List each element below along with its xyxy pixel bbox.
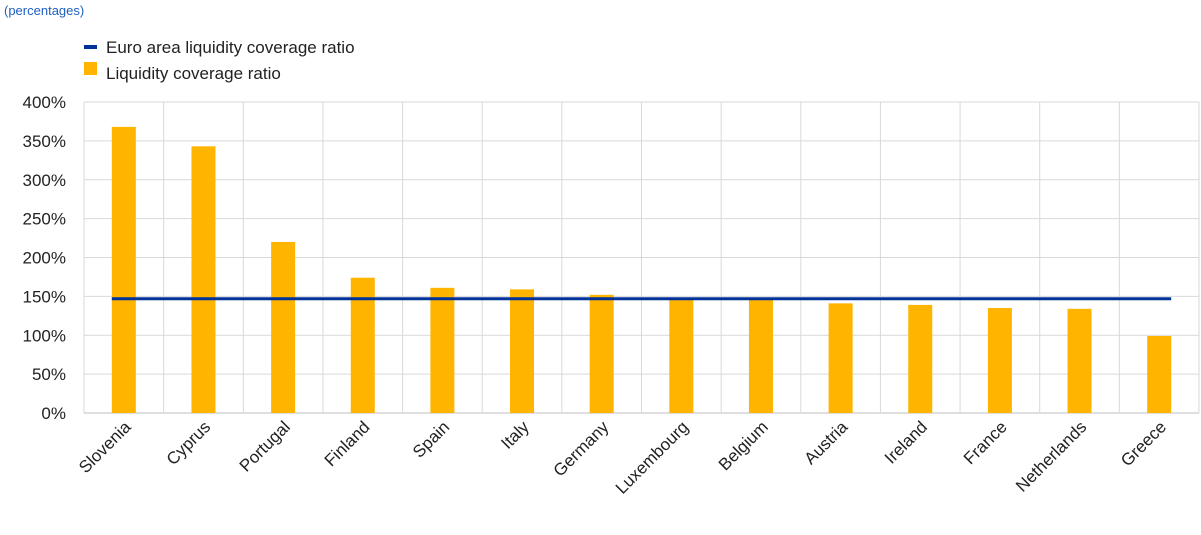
- y-tick-label: 0%: [41, 404, 66, 423]
- bar-spain: [430, 287, 455, 413]
- x-tick-label: Germany: [550, 417, 613, 480]
- legend: Euro area liquidity coverage ratio Liqui…: [84, 38, 355, 83]
- legend-bar-swatch: [84, 62, 97, 75]
- bar-italy: [510, 289, 535, 413]
- x-axis-ticks: Slovenia Cyprus Portugal Finland Spain Italy G…: [75, 417, 1170, 498]
- y-tick-label: 50%: [32, 365, 66, 384]
- legend-label-euro-area: Euro area liquidity coverage ratio: [106, 38, 355, 57]
- bar-netherlands: [1067, 308, 1092, 413]
- bar-greece: [1147, 336, 1172, 413]
- y-axis-ticks: 0% 50% 100% 150% 200% 250% 300% 350% 400%: [23, 93, 66, 423]
- grid: [83, 101, 1200, 414]
- y-tick-label: 150%: [23, 287, 66, 306]
- legend-label-lcr: Liquidity coverage ratio: [106, 64, 281, 83]
- bars: [111, 126, 1172, 413]
- y-tick-label: 350%: [23, 132, 66, 151]
- x-tick-label: Luxembourg: [612, 417, 692, 497]
- x-tick-label: Netherlands: [1012, 417, 1090, 495]
- chart-subtitle: (percentages): [4, 3, 85, 18]
- x-tick-label: Cyprus: [163, 417, 215, 469]
- x-tick-label: Austria: [801, 417, 852, 468]
- bar-belgium: [748, 299, 773, 413]
- x-tick-label: Finland: [321, 417, 374, 470]
- y-tick-label: 400%: [23, 93, 66, 112]
- x-tick-label: Greece: [1117, 417, 1170, 470]
- x-tick-label: Slovenia: [75, 417, 135, 477]
- x-tick-label: France: [960, 417, 1011, 468]
- y-tick-label: 250%: [23, 210, 66, 229]
- x-tick-label: Portugal: [236, 417, 294, 475]
- x-tick-label: Spain: [409, 417, 453, 461]
- bar-luxembourg: [669, 297, 694, 413]
- bar-france: [987, 308, 1012, 413]
- bar-slovenia: [111, 126, 136, 413]
- legend-line-swatch: [84, 45, 97, 49]
- y-tick-label: 100%: [23, 326, 66, 345]
- y-tick-label: 300%: [23, 171, 66, 190]
- x-tick-label: Belgium: [715, 417, 772, 474]
- y-tick-label: 200%: [23, 249, 66, 268]
- x-tick-label: Ireland: [881, 417, 931, 467]
- bar-ireland: [908, 304, 933, 413]
- bar-cyprus: [191, 146, 216, 413]
- bar-germany: [589, 294, 614, 413]
- bar-austria: [828, 303, 853, 413]
- bar-finland: [350, 277, 375, 413]
- x-tick-label: Italy: [497, 417, 533, 453]
- bar-portugal: [271, 241, 296, 413]
